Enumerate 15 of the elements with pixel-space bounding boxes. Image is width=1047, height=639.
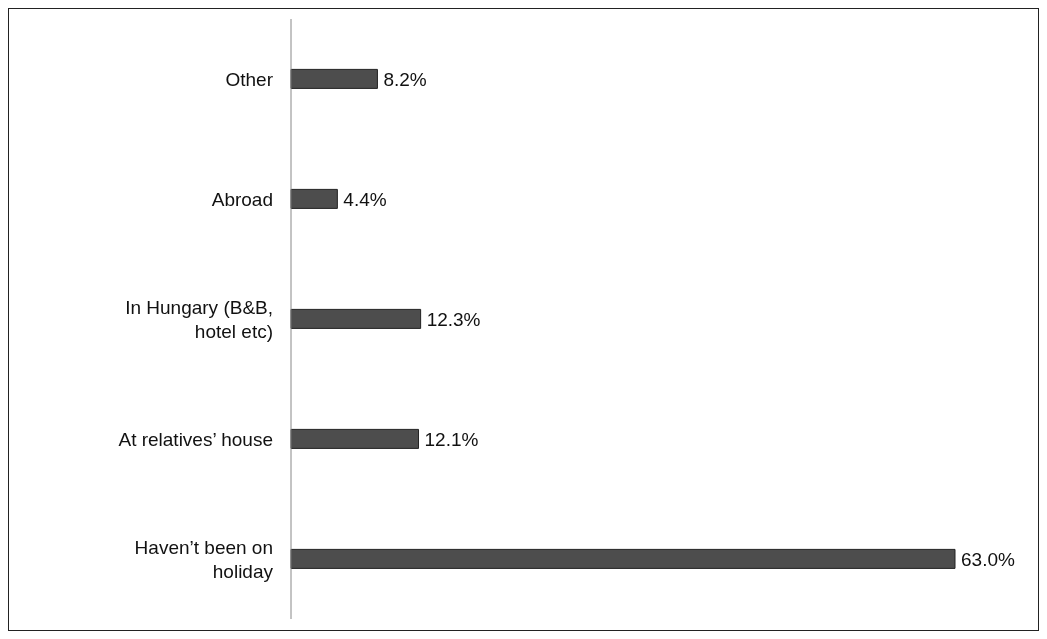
data-label: 4.4%: [343, 188, 387, 210]
bar: [290, 68, 378, 89]
bar: [290, 188, 338, 209]
y-tick-label: In Hungary (B&B, hotel etc): [125, 296, 273, 342]
y-tick-label: Abroad: [211, 188, 273, 210]
data-label: 12.3%: [426, 308, 481, 330]
y-tick-label: Haven’t been on holiday: [134, 536, 274, 582]
data-label: 12.1%: [424, 428, 479, 450]
y-tick-label: Other: [225, 68, 274, 90]
bar: [290, 428, 420, 449]
bar: [290, 308, 422, 329]
data-label: 8.2%: [383, 68, 427, 90]
data-label: 63.0%: [961, 548, 1015, 570]
y-tick-label: At relatives’ house: [118, 428, 273, 450]
bar: [290, 548, 956, 569]
